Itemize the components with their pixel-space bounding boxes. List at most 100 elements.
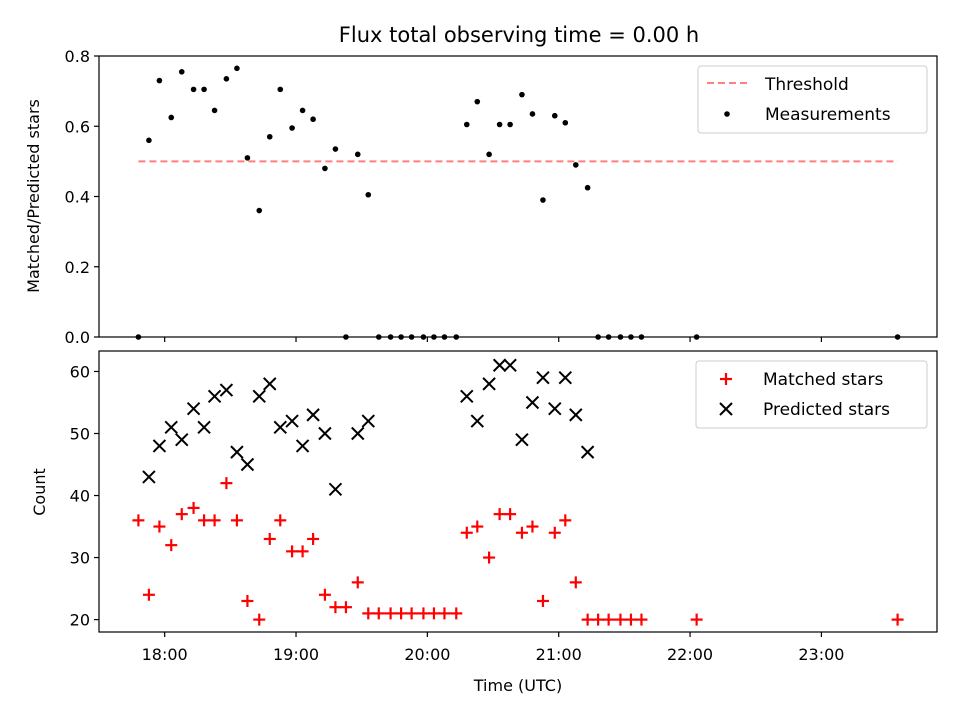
ratio-y-tick-label: 0.2: [65, 258, 90, 277]
matched-stars-point: [175, 508, 188, 521]
count-y-tick-label: 40: [70, 487, 90, 506]
predicted-stars-point: [580, 445, 595, 459]
measurement-point: [562, 119, 569, 126]
measurement-point: [474, 98, 481, 105]
predicted-stars-point: [558, 370, 572, 385]
count-legend: Matched stars Predicted stars: [695, 360, 928, 429]
measurement-point: [486, 151, 492, 158]
measurement-point: [584, 184, 591, 191]
predicted-stars-point: [219, 383, 234, 397]
matched-stars-point: [690, 613, 703, 626]
matched-stars-point: [241, 594, 254, 607]
matched-stars-point: [362, 607, 375, 620]
matched-stars-point: [460, 526, 473, 539]
predicted-stars-point: [569, 408, 583, 422]
x-tick-label: 18:00: [142, 645, 188, 664]
matched-stars-point: [417, 607, 430, 620]
measurement-point: [496, 121, 503, 128]
predicted-stars-point: [230, 445, 244, 459]
matched-stars-point: [307, 532, 320, 545]
matched-stars-point: [515, 526, 528, 539]
x-axis-label: Time (UTC): [473, 676, 562, 695]
measurement-point: [519, 91, 525, 98]
ratio-y-tick-label: 0.6: [65, 117, 90, 136]
predicted-stars-point: [351, 426, 365, 441]
predicted-legend-swatch: [719, 402, 733, 416]
matched-stars-point: [187, 501, 200, 514]
predicted-stars-point: [240, 457, 255, 472]
matched-stars-point: [208, 514, 221, 527]
x-tick-label: 20:00: [404, 645, 450, 664]
matched-stars-point: [483, 551, 496, 564]
measurement-point: [211, 107, 218, 114]
matched-stars-point: [220, 477, 233, 490]
measurement-point: [463, 121, 470, 128]
x-tick-label: 21:00: [536, 645, 582, 664]
ratio-y-tick-label: 0.4: [65, 188, 90, 207]
predicted-stars-point: [142, 470, 156, 484]
count-x-ticks: 18:00 19:00 20:00 21:00 22:00 23:00: [142, 632, 844, 664]
predicted-stars-point: [525, 395, 540, 410]
matched-stars-point: [614, 613, 627, 626]
x-tick-label: 19:00: [273, 645, 319, 664]
ratio-marks: [135, 65, 901, 340]
measurement-point: [365, 191, 372, 198]
matched-stars-point: [351, 576, 364, 589]
x-tick-label: 22:00: [667, 645, 713, 664]
measurement-point: [146, 137, 152, 144]
measurement-point: [190, 86, 197, 93]
legend-measurements-label: Measurements: [765, 105, 891, 125]
measurement-point: [507, 121, 513, 128]
measurement-point: [234, 65, 240, 72]
matched-stars-point: [339, 601, 352, 614]
ratio-y-ticks: 0.0 0.2 0.4 0.6 0.8: [65, 47, 99, 347]
matched-stars-point: [569, 576, 582, 589]
matched-stars-point: [318, 588, 331, 601]
ratio-y-axis-label: Matched/Predicted stars: [24, 99, 43, 293]
predicted-stars-point: [536, 370, 550, 385]
matched-stars-point: [624, 613, 637, 626]
predicted-stars-point: [197, 420, 211, 435]
matched-stars-point: [263, 532, 276, 545]
matched-stars-point: [592, 613, 605, 626]
count-axes-frame: [98, 350, 938, 633]
predicted-stars-point: [318, 426, 332, 441]
measurement-point: [201, 86, 207, 93]
measurement-point: [322, 165, 328, 172]
measurement-point: [332, 146, 339, 152]
measurement-point: [572, 162, 579, 168]
matched-stars-point: [427, 607, 440, 620]
predicted-stars-point: [492, 358, 507, 372]
predicted-stars-point: [470, 414, 484, 428]
ratio-x-ticks: [164, 337, 823, 342]
matched-stars-point: [132, 514, 145, 527]
count-y-ticks: 20 30 40 50 60: [70, 362, 99, 630]
ratio-y-tick-label: 0.0: [65, 328, 90, 347]
count-panel: 20 30 40 50 60 18:00 19:00 20:00 21:00 22:00 23:0…: [30, 350, 938, 695]
matched-stars-point: [536, 594, 549, 607]
matched-stars-point: [142, 588, 155, 601]
count-y-tick-label: 50: [70, 425, 90, 444]
predicted-stars-point: [263, 377, 277, 391]
predicted-stars-point: [285, 414, 299, 428]
x-tick-label: 23:00: [798, 645, 844, 664]
predicted-stars-point: [515, 432, 529, 447]
matched-stars-point: [296, 545, 309, 558]
matched-stars-point: [198, 514, 211, 527]
predicted-stars-point: [152, 439, 167, 453]
measurement-point: [223, 76, 230, 82]
measurement-point: [244, 155, 251, 161]
predicted-stars-point: [328, 482, 343, 497]
predicted-stars-point: [175, 432, 189, 447]
matched-stars-point: [504, 508, 517, 521]
measurement-point: [529, 111, 536, 117]
measurement-point: [277, 86, 284, 93]
matched-stars-point: [581, 613, 594, 626]
matched-stars-point: [635, 613, 648, 626]
measurement-point: [540, 197, 546, 203]
matched-stars-point: [438, 607, 451, 620]
measurement-point: [168, 114, 175, 121]
predicted-stars-point: [482, 377, 496, 391]
